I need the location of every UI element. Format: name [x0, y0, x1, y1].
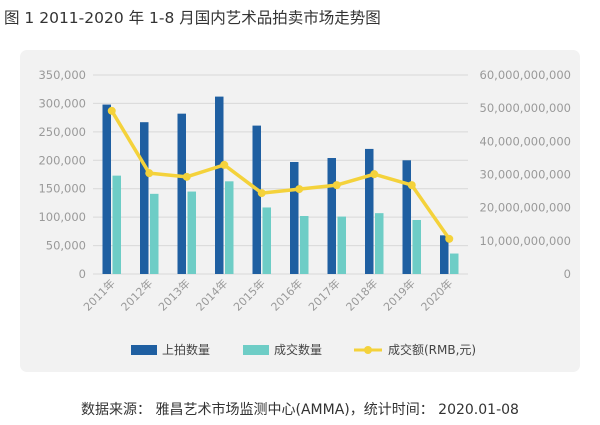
y-left-tick-label: 300,000 [38, 96, 86, 110]
y-left-tick-label: 150,000 [38, 182, 86, 196]
turnover-point-4 [220, 160, 229, 169]
y-axis-right-ticks: 0 10,000,000,000 20,000,000,000 30,000,000,… [480, 68, 571, 281]
y-right-tick-label: 60,000,000,000 [480, 68, 571, 82]
bar-sold-2 [150, 193, 159, 274]
bar-lots-6 [290, 161, 299, 274]
bar-sold-1 [112, 175, 121, 274]
y-left-tick-label: 0 [79, 267, 86, 281]
turnover-point-3 [182, 172, 191, 181]
figure-title: 图 1 2011-2020 年 1-8 月国内艺术品拍卖市场走势图 [4, 9, 381, 27]
x-tick-label: 2017年 [305, 276, 342, 313]
x-tick-label: 2020年 [418, 276, 455, 313]
turnover-line [107, 106, 454, 243]
data-source-note: 数据来源： 雅昌艺术市场监测中心(AMMA)，统计时间： 2020.01-08 [81, 402, 519, 418]
turnover-polyline [110, 109, 451, 240]
bar-lots-5 [252, 125, 261, 274]
x-tick-label: 2012年 [118, 276, 155, 313]
y-right-tick-label: 30,000,000,000 [480, 168, 571, 182]
y-right-tick-label: 50,000,000,000 [480, 101, 571, 115]
turnover-point-7 [332, 181, 341, 190]
bar-sold-8 [375, 213, 384, 274]
y-right-tick-label: 0 [564, 267, 571, 281]
legend-label-lots: 上拍数量 [162, 342, 210, 357]
bar-lots-9 [402, 160, 411, 274]
x-tick-label: 2013年 [155, 276, 192, 313]
x-tick-label: 2011年 [80, 276, 117, 313]
bar-sold-5 [262, 207, 271, 274]
legend-label-turnover: 成交额(RMB,元) [388, 342, 476, 357]
y-left-tick-label: 350,000 [38, 68, 86, 82]
bar-lots-10 [440, 235, 449, 274]
x-axis-ticks: 2011年 2012年 2013年 2014年 2015年 2016年 2017年 2018年… [80, 276, 455, 313]
legend: 上拍数量 成交数量 成交额(RMB,元) [131, 342, 476, 357]
bar-lots-7 [327, 158, 336, 274]
legend-swatch-lots [131, 345, 157, 355]
x-tick-label: 2016年 [268, 276, 305, 313]
turnover-point-5 [257, 189, 266, 198]
y-axis-left-ticks: 0 50,000 100,000 150,000 200,000 250,000 300,0… [38, 68, 86, 281]
y-left-tick-label: 50,000 [46, 239, 86, 253]
bar-sold-7 [337, 216, 346, 274]
bar-sold-10 [450, 253, 459, 274]
turnover-point-6 [295, 185, 304, 194]
bar-sold-3 [187, 191, 196, 274]
bar-lots-1 [102, 104, 111, 275]
bar-lots-3 [177, 113, 186, 274]
y-left-tick-label: 250,000 [38, 125, 86, 139]
legend-swatch-turnover-marker [364, 346, 372, 354]
bars [102, 96, 459, 275]
bar-lots-8 [365, 148, 374, 274]
bar-sold-9 [412, 219, 421, 274]
legend-label-sold: 成交数量 [274, 342, 322, 357]
bar-lots-4 [215, 96, 224, 274]
turnover-point-9 [407, 181, 416, 190]
turnover-point-10 [445, 234, 454, 243]
x-tick-label: 2018年 [343, 276, 380, 313]
x-tick-label: 2015年 [230, 276, 267, 313]
turnover-point-8 [370, 170, 379, 179]
y-right-tick-label: 20,000,000,000 [480, 201, 571, 215]
bar-sold-4 [225, 181, 234, 274]
y-left-tick-label: 100,000 [38, 210, 86, 224]
legend-swatch-sold [243, 345, 269, 355]
y-left-tick-label: 200,000 [38, 153, 86, 167]
bar-lots-2 [140, 122, 149, 274]
turnover-point-1 [107, 106, 116, 115]
turnover-point-2 [145, 169, 154, 178]
x-tick-label: 2014年 [193, 276, 230, 313]
bar-sold-6 [300, 216, 309, 274]
x-tick-label: 2019年 [380, 276, 417, 313]
y-right-tick-label: 40,000,000,000 [480, 134, 571, 148]
y-right-tick-label: 10,000,000,000 [480, 234, 571, 248]
